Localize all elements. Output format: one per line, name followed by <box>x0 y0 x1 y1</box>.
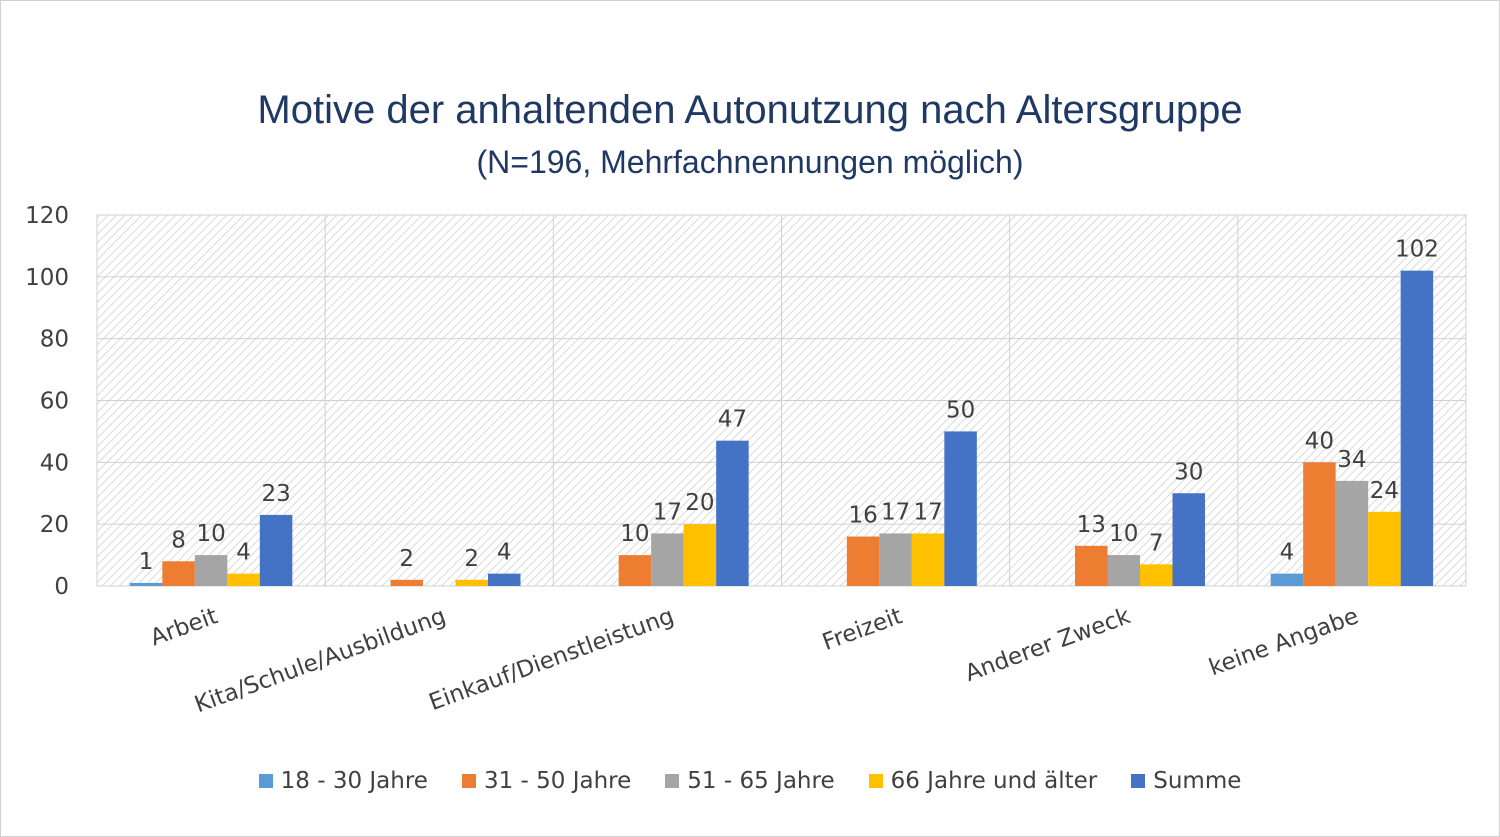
data-label: 23 <box>261 481 290 507</box>
y-tick-label: 0 <box>54 574 69 600</box>
data-label: 17 <box>913 499 942 525</box>
x-tick-label: Anderer Zweck <box>962 603 1135 687</box>
bar <box>879 533 912 586</box>
bar <box>944 431 977 586</box>
legend-item: 18 - 30 Jahre <box>258 768 428 794</box>
bar <box>1270 573 1304 586</box>
legend: 18 - 30 Jahre 31 - 50 Jahre 51 - 65 Jahre 6… <box>0 768 1500 794</box>
bar <box>455 579 488 586</box>
legend-swatch <box>665 774 680 788</box>
legend-swatch <box>1131 774 1146 788</box>
x-axis: ArbeitKita/Schule/AusbildungEinkauf/Dien… <box>147 603 1362 718</box>
legend-item: 31 - 50 Jahre <box>461 768 632 794</box>
bar <box>488 573 521 586</box>
data-label: 7 <box>1149 530 1164 556</box>
data-label: 47 <box>718 407 747 433</box>
data-label: 1 <box>139 549 154 575</box>
data-label: 2 <box>464 546 479 572</box>
bar <box>846 536 880 586</box>
bar <box>194 555 228 586</box>
data-label: 4 <box>497 540 512 566</box>
legend-label: 66 Jahre und älter <box>890 768 1098 794</box>
y-axis: 0 20 40 60 80 100 120 <box>25 203 69 600</box>
legend-item: Summe <box>1131 768 1241 794</box>
data-label: 10 <box>1109 521 1138 547</box>
data-label: 30 <box>1174 459 1203 485</box>
x-tick-label: keine Angabe <box>1206 603 1362 681</box>
data-label: 4 <box>236 540 251 566</box>
bar <box>129 582 163 586</box>
x-tick-label: Arbeit <box>147 603 221 651</box>
legend-swatch <box>868 774 883 788</box>
bar <box>259 514 293 586</box>
data-label: 16 <box>848 503 877 529</box>
data-label: 2 <box>399 546 414 572</box>
gridlines <box>97 214 1466 587</box>
y-tick-label: 80 <box>40 327 69 353</box>
chart-title: Motive der anhaltenden Autonutzung nach … <box>257 88 1243 132</box>
bars <box>129 270 1434 586</box>
data-label: 102 <box>1395 237 1439 263</box>
x-tick-label: Freizeit <box>819 603 906 656</box>
bar <box>683 524 717 586</box>
y-tick-label: 100 <box>25 265 69 291</box>
legend-item: 66 Jahre und älter <box>868 768 1098 794</box>
bar <box>1107 555 1140 586</box>
bar <box>1172 493 1205 586</box>
bar <box>162 561 195 586</box>
bar <box>1400 270 1434 586</box>
bar <box>618 555 652 586</box>
bar <box>716 440 749 586</box>
y-tick-label: 40 <box>40 450 69 476</box>
y-tick-label: 20 <box>40 512 69 538</box>
data-label: 34 <box>1337 447 1366 473</box>
bar <box>227 573 260 586</box>
x-tick-label: Einkauf/Dienstleistung <box>426 603 678 716</box>
bar <box>1368 511 1401 586</box>
chart-subtitle: (N=196, Mehrfachnennungen möglich) <box>476 144 1024 180</box>
bar <box>651 533 684 586</box>
data-label: 20 <box>685 490 714 516</box>
legend-label: 31 - 50 Jahre <box>483 768 632 794</box>
legend-item: 51 - 65 Jahre <box>665 768 835 794</box>
y-tick-label: 120 <box>25 203 69 229</box>
data-label: 40 <box>1305 428 1334 454</box>
legend-swatch <box>258 774 273 788</box>
data-label: 10 <box>620 521 649 547</box>
legend-swatch <box>461 774 476 788</box>
data-label: 13 <box>1077 512 1106 538</box>
data-label: 10 <box>196 521 225 547</box>
data-label: 17 <box>881 499 910 525</box>
bar <box>1140 564 1173 586</box>
data-label: 24 <box>1370 478 1399 504</box>
bar <box>911 533 945 586</box>
data-label: 4 <box>1280 540 1295 566</box>
bar <box>390 579 423 586</box>
legend-label: Summe <box>1153 768 1242 794</box>
legend-label: 18 - 30 Jahre <box>280 768 428 794</box>
data-label: 8 <box>171 527 186 553</box>
legend-label: 51 - 65 Jahre <box>687 768 835 794</box>
bar <box>1075 545 1108 586</box>
bar <box>1303 462 1336 586</box>
data-label: 50 <box>946 397 975 423</box>
bar <box>1335 480 1369 586</box>
data-label: 17 <box>653 499 682 525</box>
y-tick-label: 60 <box>40 389 69 415</box>
x-tick-label: Kita/Schule/Ausbildung <box>191 603 449 718</box>
